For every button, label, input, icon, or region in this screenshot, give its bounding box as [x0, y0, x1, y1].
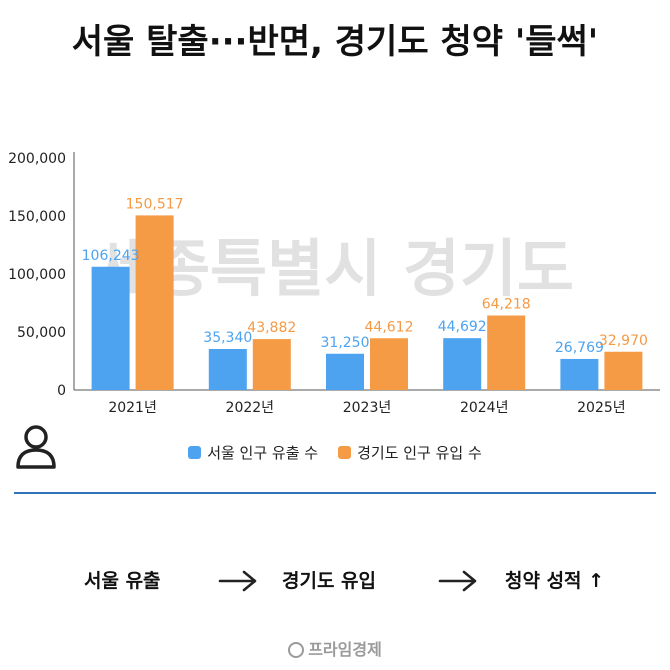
data-label: 64,218	[482, 297, 531, 313]
bar-gyeonggi-inflow	[135, 215, 174, 390]
data-label: 150,517	[126, 196, 184, 212]
flow-step-subscription-up: 청약 성적 ↑	[505, 570, 605, 592]
y-tick-label: 100,000	[8, 267, 66, 283]
x-tick-label: 2021년	[108, 400, 157, 416]
data-label: 43,882	[247, 320, 296, 336]
bar-seoul-outflow	[326, 353, 364, 390]
data-label: 26,769	[555, 340, 604, 356]
bar-seoul-outflow	[443, 338, 482, 390]
y-tick-label: 150,000	[8, 209, 66, 225]
section-divider	[14, 492, 656, 494]
legend-item-seoul: 서울 인구 유출 수	[188, 442, 318, 463]
footer-brand-text: 프라임경제	[308, 640, 382, 659]
chart-legend: 서울 인구 유출 수 경기도 인구 유입 수	[0, 442, 670, 463]
chart-svg: 세종특별시 경기도 0 50,000 100,000 150,000 200,000 20…	[8, 151, 660, 416]
user-icon	[16, 425, 56, 469]
x-tick-label: 2023년	[343, 400, 392, 416]
legend-label-seoul: 서울 인구 유출 수	[207, 444, 319, 462]
legend-swatch-gyeonggi	[338, 446, 352, 459]
x-tick-label: 2024년	[460, 400, 509, 416]
data-label: 44,612	[365, 319, 414, 335]
data-label: 31,250	[321, 335, 370, 351]
flow-row: 서울 유출 경기도 유입 청약 성적 ↑	[0, 566, 670, 600]
brand-logo-icon	[288, 642, 305, 658]
bar-gyeonggi-inflow	[604, 351, 643, 390]
legend-swatch-seoul	[188, 446, 202, 459]
flow-step-seoul-outflow: 서울 유출	[84, 570, 161, 592]
legend-label-gyeonggi: 경기도 인구 유입 수	[357, 444, 482, 462]
chart-axes: 0 50,000 100,000 150,000 200,000 2021년 2022년 20…	[8, 151, 660, 416]
bar-seoul-outflow	[91, 266, 130, 390]
data-label: 44,692	[438, 319, 487, 335]
y-tick-label: 0	[57, 383, 66, 399]
footer-brand: 프라임경제	[0, 636, 670, 660]
x-tick-label: 2022년	[226, 400, 275, 416]
data-label: 32,970	[599, 333, 648, 349]
legend-item-gyeonggi: 경기도 인구 유입 수	[338, 442, 482, 463]
x-tick-label: 2025년	[577, 400, 626, 416]
watermark-text: 세종특별시 경기도	[96, 232, 574, 305]
y-tick-label: 50,000	[17, 325, 66, 341]
page-title: 서울 탈출···반면, 경기도 청약 '들썩'	[71, 22, 599, 62]
bar-gyeonggi-inflow	[252, 339, 291, 390]
bar-seoul-outflow	[560, 358, 599, 390]
bar-gyeonggi-inflow	[370, 338, 408, 390]
bar-gyeonggi-inflow	[487, 315, 526, 390]
data-label: 106,243	[82, 248, 140, 264]
chart-bars	[91, 215, 643, 390]
arrow-right-icon	[218, 570, 257, 592]
flow-step-gyeonggi-inflow: 경기도 유입	[282, 570, 377, 592]
bar-chart: 세종특별시 경기도 0 50,000 100,000 150,000 200,000 20…	[0, 140, 670, 470]
bar-seoul-outflow	[208, 349, 247, 390]
watermark: 세종특별시 경기도	[96, 232, 574, 305]
arrow-right-icon	[438, 570, 477, 592]
y-tick-label: 200,000	[8, 151, 66, 167]
data-label: 35,340	[203, 330, 252, 346]
